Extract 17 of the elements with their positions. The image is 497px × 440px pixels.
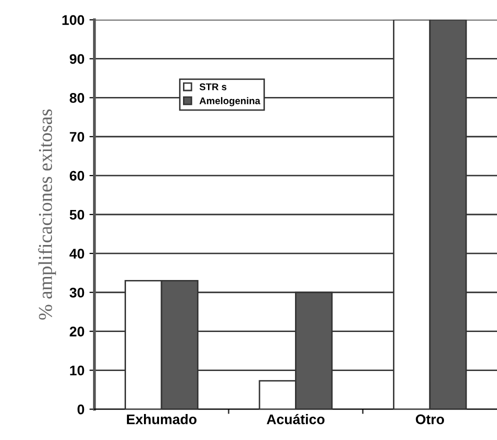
y-tick-label: 70 — [70, 132, 84, 142]
y-tick-label: 30 — [70, 288, 84, 298]
y-tick-label: 10 — [70, 366, 84, 376]
x-tick-label: Acuático — [266, 414, 324, 424]
y-tick-label: 100 — [62, 15, 84, 25]
y-tick-label: 80 — [70, 93, 84, 103]
x-tick-label: Otro — [416, 414, 444, 424]
y-tick-label: 0 — [78, 404, 84, 414]
y-tick-label: 60 — [70, 170, 84, 181]
y-tick-label: 90 — [70, 54, 84, 64]
y-tick-label: 50 — [70, 210, 84, 220]
y-tick-label: 20 — [70, 326, 84, 336]
y-tick-label: 40 — [69, 248, 84, 259]
legend-label: STR s — [200, 83, 226, 90]
y-axis-title: % amplificaciones exitosas — [38, 109, 56, 320]
x-tick-label: Exhumado — [126, 414, 196, 424]
legend-label: Amelogenina — [199, 97, 260, 106]
